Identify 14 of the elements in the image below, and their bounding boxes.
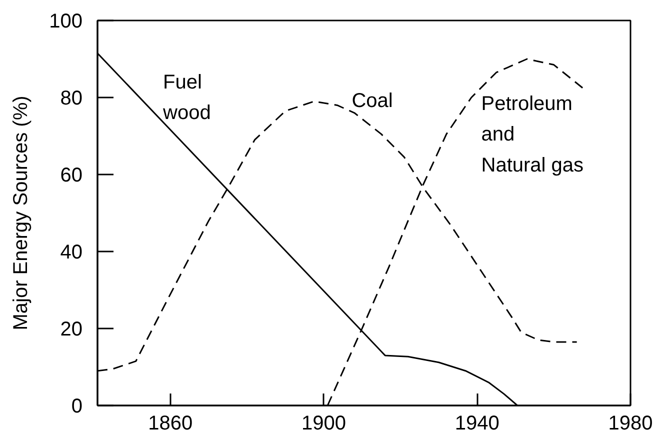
series-label: Petroleum and Natural gas [481, 92, 584, 176]
series-label: Fuel wood [162, 71, 211, 124]
x-tick-label: 1860 [148, 412, 193, 434]
x-tick-label: 1900 [301, 412, 346, 434]
y-tick-label: 60 [60, 164, 83, 186]
y-tick-label: 20 [60, 318, 83, 340]
series-label: Coal [352, 90, 393, 112]
x-tick-label: 1940 [454, 412, 500, 434]
y-tick-label: 100 [49, 10, 83, 32]
y-tick-label: 80 [60, 88, 83, 110]
y-tick-label: 40 [60, 242, 83, 264]
y-tick-label: 0 [71, 396, 82, 418]
y-axis-title: Major Energy Sources (%) [10, 96, 32, 330]
x-tick-label: 1980 [608, 412, 653, 434]
